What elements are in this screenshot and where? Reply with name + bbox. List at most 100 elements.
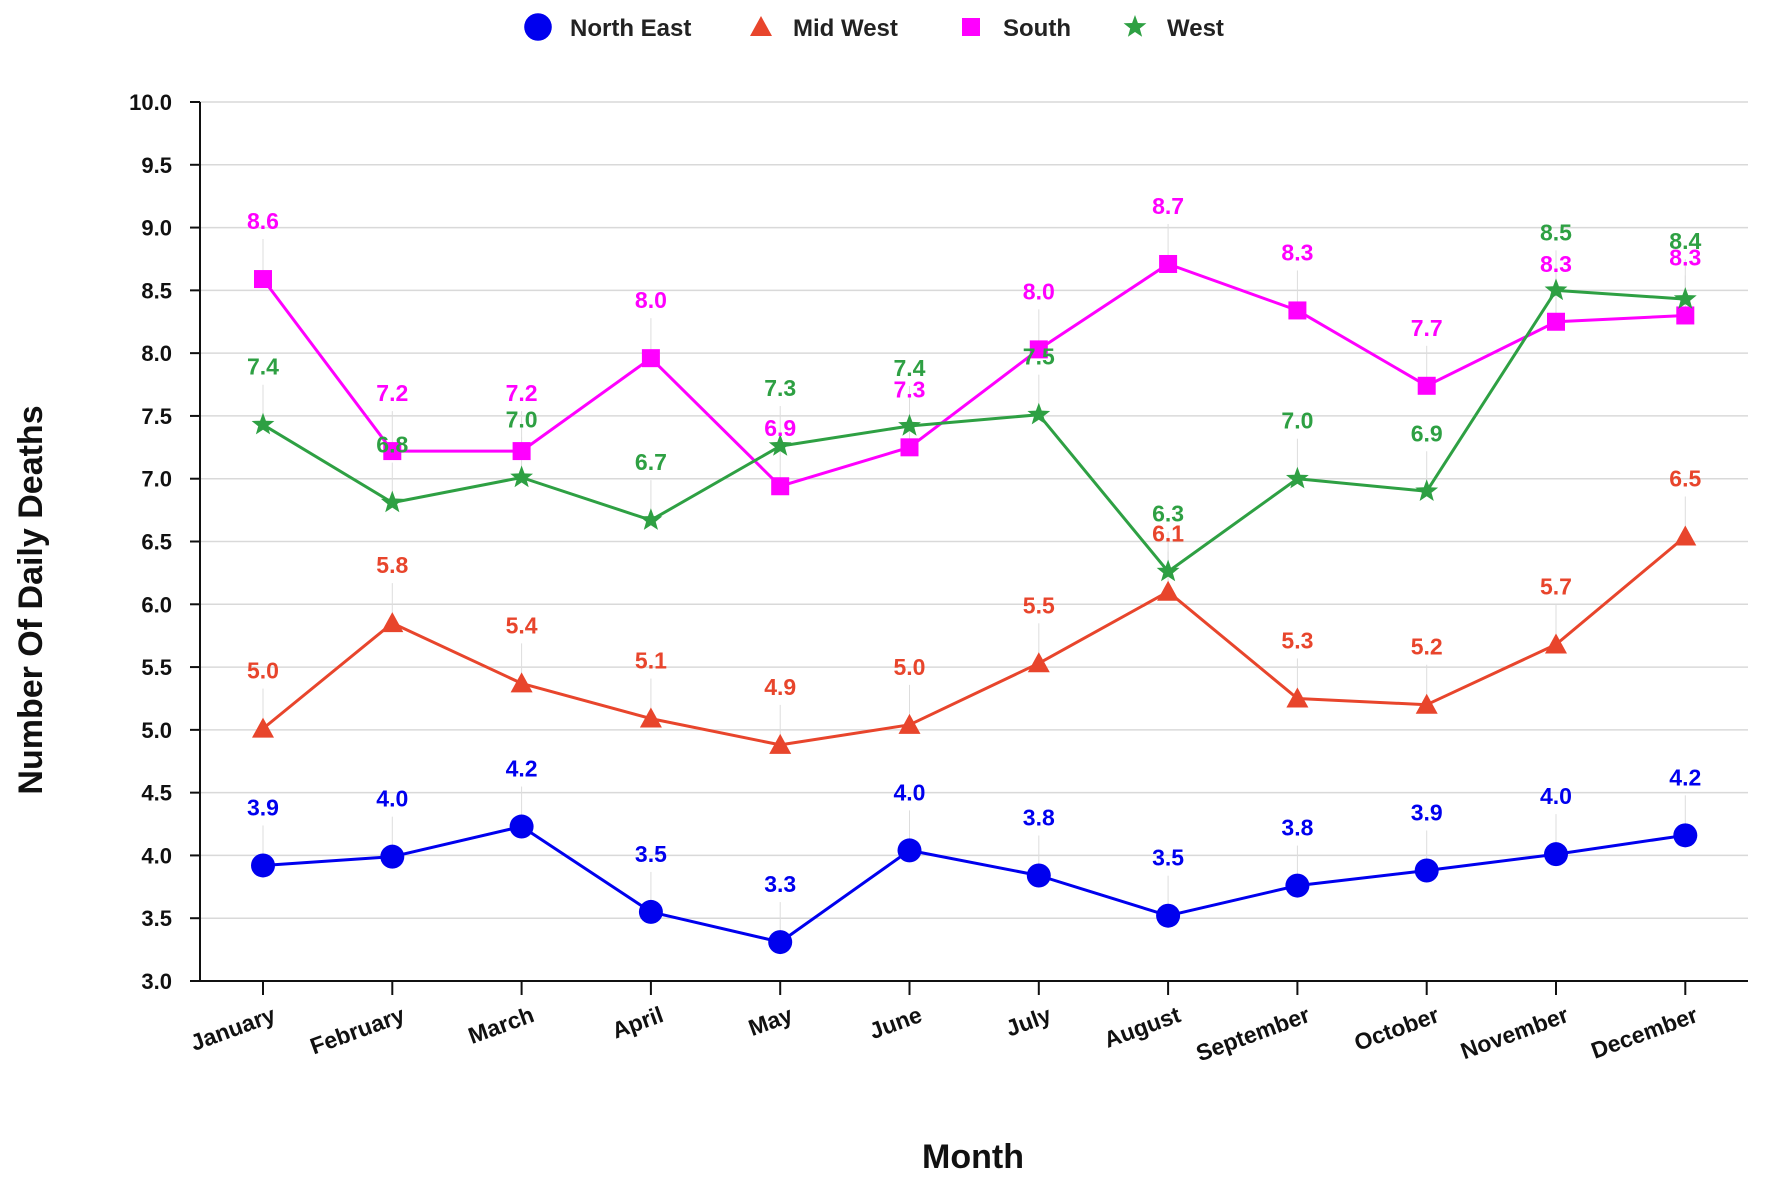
point-west: [1544, 278, 1568, 301]
data-label-mid-west: 6.1: [1152, 521, 1184, 547]
x-tick-label: October: [1351, 1001, 1443, 1056]
point-north-east: [1544, 842, 1568, 867]
data-label-west: 7.4: [247, 354, 279, 380]
data-label-north-east: 4.0: [1540, 783, 1572, 809]
x-tick-label: November: [1457, 1001, 1572, 1064]
y-tick-label: 9.0: [141, 216, 172, 241]
point-north-east: [897, 838, 922, 863]
data-label-mid-west: 5.4: [506, 612, 538, 638]
data-label-west: 8.4: [1669, 228, 1701, 254]
data-label-west: 7.3: [764, 375, 796, 401]
point-mid-west: [510, 672, 533, 693]
data-label-south: 6.9: [764, 415, 796, 441]
legend: North East Mid West South West: [524, 13, 1224, 42]
legend-marker-north-east: [524, 13, 552, 41]
point-mid-west: [1674, 525, 1697, 546]
data-label-mid-west: 5.7: [1540, 573, 1572, 599]
data-label-west: 7.0: [506, 406, 538, 432]
data-label-west: 8.5: [1540, 219, 1572, 245]
data-label-west: 6.3: [1152, 501, 1184, 527]
point-west: [1156, 559, 1180, 582]
point-west: [639, 508, 663, 530]
point-mid-west: [1415, 693, 1438, 714]
x-tick-label: December: [1588, 1001, 1701, 1063]
y-tick-label: 4.5: [141, 781, 172, 806]
data-label-mid-west: 5.3: [1281, 627, 1313, 653]
point-mid-west: [639, 707, 662, 728]
series-line-south: [261, 262, 1686, 488]
data-label-north-east: 4.0: [894, 779, 926, 805]
gridlines: [200, 101, 1748, 919]
axes: 3.0 3.5 4.0 4.5 5.0 5.5 6.0 6.5 7.0 7.5 8.0 8.5 9.0 9…: [129, 90, 1748, 1066]
point-mid-west: [898, 713, 921, 734]
data-label-north-east: 3.8: [1023, 805, 1055, 831]
data-label-south: 8.0: [635, 287, 667, 313]
y-tick-label: 10.0: [129, 90, 172, 115]
legend-label-west: West: [1167, 15, 1224, 42]
point-south: [1288, 301, 1307, 320]
data-label-south: 7.2: [506, 380, 538, 406]
point-south: [1676, 306, 1695, 325]
data-label-west: 7.0: [1281, 408, 1313, 434]
point-mid-west: [1286, 687, 1309, 708]
legend-marker-mid-west: [750, 16, 772, 36]
legend-label-mid-west: Mid West: [793, 15, 898, 42]
data-label-south: 8.0: [1023, 278, 1055, 304]
point-north-east: [1026, 863, 1051, 888]
point-north-east: [509, 814, 534, 839]
x-tick-label: June: [866, 1001, 925, 1044]
y-tick-label: 8.0: [141, 341, 172, 366]
data-label-mid-west: 5.0: [894, 654, 926, 680]
data-label-south: 8.7: [1152, 193, 1184, 219]
point-south: [641, 349, 660, 368]
point-north-east: [638, 899, 663, 924]
point-south: [1029, 340, 1048, 359]
x-tick-label: January: [187, 1001, 279, 1056]
data-label-mid-west: 5.8: [376, 552, 408, 578]
data-label-south: 8.3: [1669, 244, 1701, 270]
data-label-south: 8.6: [247, 208, 279, 234]
point-mid-west: [769, 733, 792, 754]
point-north-east: [1414, 858, 1439, 883]
y-tick-label: 6.0: [141, 592, 172, 617]
y-tick-label: 4.0: [141, 843, 172, 868]
y-tick-label: 5.5: [141, 655, 172, 680]
point-mid-west: [1027, 652, 1050, 673]
point-north-east: [1156, 903, 1181, 928]
y-tick-label: 8.5: [141, 278, 172, 303]
point-south: [512, 442, 531, 461]
point-north-east: [1285, 873, 1310, 898]
point-north-east: [1673, 823, 1698, 848]
x-tick-label: May: [745, 1001, 796, 1041]
point-north-east: [380, 844, 405, 869]
x-tick-label: July: [1002, 1001, 1054, 1041]
legend-label-north-east: North East: [570, 15, 691, 42]
legend-marker-south: [962, 18, 980, 36]
point-mid-west: [252, 717, 274, 738]
point-mid-west: [381, 612, 404, 633]
point-west: [1673, 287, 1697, 309]
data-label-north-east: 3.5: [635, 841, 667, 867]
data-label-mid-west: 4.9: [764, 674, 796, 700]
data-label-west: 6.7: [635, 449, 667, 475]
point-south: [383, 442, 402, 461]
point-west: [898, 414, 921, 436]
data-labels: 3.9 4.0 4.2 3.5 3.3 4.0 3.8 3.5 3.8 3.9 4.0 4.2 5.0 5…: [247, 193, 1701, 897]
point-west: [1027, 402, 1051, 425]
x-tick-label: August: [1100, 1001, 1184, 1053]
y-tick-label: 7.5: [141, 404, 172, 429]
y-tick-label: 6.5: [141, 530, 172, 555]
data-label-south: 7.7: [1411, 315, 1443, 341]
data-label-west: 6.8: [376, 432, 408, 458]
point-south: [1159, 254, 1178, 273]
legend-marker-west: [1123, 15, 1147, 37]
data-label-mid-west: 5.0: [247, 658, 279, 684]
data-label-north-east: 3.9: [1411, 799, 1443, 825]
data-label-mid-west: 5.2: [1411, 634, 1443, 660]
legend-label-south: South: [1003, 15, 1071, 42]
y-tick-label: 7.0: [141, 467, 172, 492]
point-north-east: [251, 853, 275, 878]
y-tick-label: 3.0: [141, 969, 172, 994]
point-south: [900, 438, 919, 457]
